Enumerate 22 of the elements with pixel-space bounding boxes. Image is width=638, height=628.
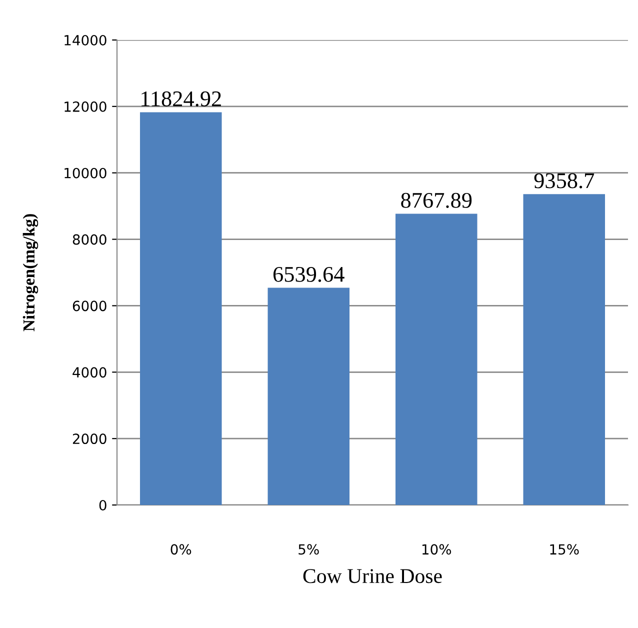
y-tick-label: 8000 bbox=[72, 234, 106, 245]
data-label: 11824.92 bbox=[142, 91, 221, 106]
x-tick-label: 0% bbox=[170, 544, 192, 555]
x-tick-label: 15% bbox=[550, 544, 579, 555]
data-label: 6539.64 bbox=[273, 266, 344, 282]
x-tick-label: 10% bbox=[422, 544, 452, 555]
y-tick-label: 6000 bbox=[72, 300, 106, 312]
y-tick-label: 0 bbox=[99, 500, 106, 510]
data-label: 8767.89 bbox=[401, 192, 472, 208]
bar bbox=[395, 214, 478, 505]
y-axis-title: Nitrogen(mg/kg) bbox=[22, 214, 38, 332]
bar bbox=[140, 112, 222, 505]
x-tick-label: 5% bbox=[298, 544, 319, 555]
y-tick-label: 12000 bbox=[64, 101, 106, 112]
y-tick-label: 10000 bbox=[64, 168, 106, 178]
x-axis-title: Cow Urine Dose bbox=[303, 569, 442, 584]
y-tick-label: 4000 bbox=[72, 367, 106, 378]
y-tick-label: 14000 bbox=[64, 34, 106, 46]
bar bbox=[268, 288, 350, 505]
y-tick-label: 2000 bbox=[72, 434, 106, 444]
data-label: 9358.7 bbox=[534, 173, 594, 188]
bar bbox=[523, 194, 606, 505]
